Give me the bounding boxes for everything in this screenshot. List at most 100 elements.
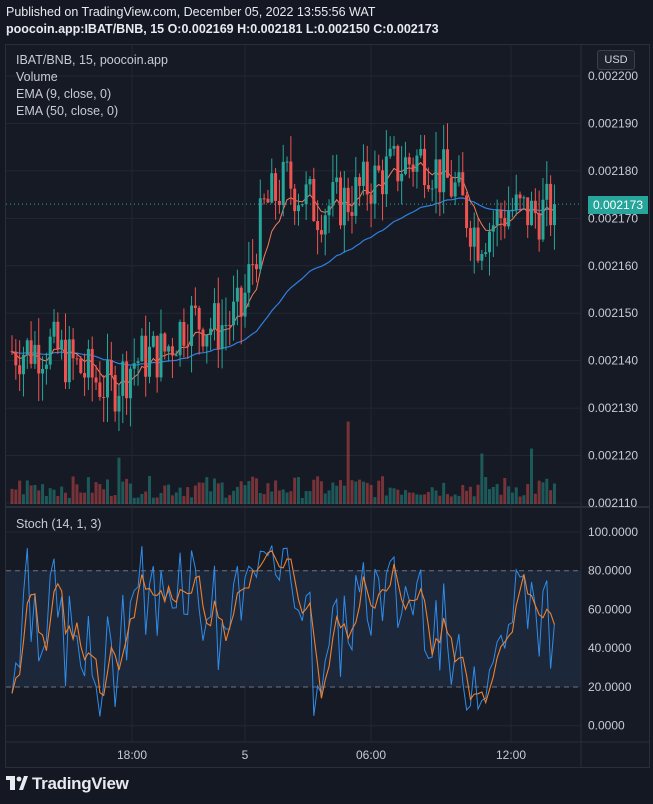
candle-body	[461, 172, 465, 196]
volume-bar	[243, 485, 247, 504]
volume-bar	[228, 495, 232, 504]
legend-ema9[interactable]: EMA (9, close, 0)	[16, 87, 112, 101]
candle-body	[170, 346, 174, 356]
volume-bar	[308, 491, 312, 504]
tradingview-logo[interactable]: TradingView	[6, 774, 129, 798]
candle-body	[102, 397, 106, 399]
candle-body	[67, 339, 71, 383]
candle-body	[86, 348, 90, 378]
candle-body	[319, 230, 323, 235]
volume-bar	[94, 482, 98, 504]
time-tick-label: 18:00	[117, 748, 147, 762]
candle-body	[339, 177, 343, 226]
candle-body	[507, 211, 511, 227]
candle-body	[29, 340, 33, 364]
candle-body	[98, 382, 102, 398]
volume-bar	[247, 481, 251, 504]
candle-body	[499, 209, 503, 218]
volume-bar	[125, 478, 129, 504]
volume-bar	[178, 487, 182, 504]
candle-body	[144, 335, 148, 377]
price-tick-label: 0.002130	[588, 401, 638, 415]
candle-body	[457, 172, 461, 183]
volume-bar	[491, 486, 495, 504]
currency-button[interactable]: USD	[597, 50, 635, 70]
volume-bar	[503, 477, 507, 504]
candle-body	[243, 292, 247, 317]
candle-body	[403, 157, 407, 174]
candle-body	[419, 148, 423, 156]
candle-body	[251, 264, 255, 266]
legend-symbol[interactable]: IBAT/BNB, 15, poocoin.app	[16, 53, 168, 67]
volume-bar	[384, 495, 388, 504]
candle-body	[465, 195, 469, 229]
candle-body	[224, 325, 228, 327]
candle-body	[266, 198, 270, 203]
candle-body	[262, 198, 266, 200]
candle-body	[235, 287, 239, 302]
volume-bar	[174, 492, 178, 504]
volume-bar	[346, 421, 350, 504]
volume-bar	[41, 484, 45, 504]
candle-body	[41, 368, 45, 374]
volume-bar	[358, 479, 362, 504]
price-tick-label: 0.002150	[588, 306, 638, 320]
volume-bar	[98, 484, 102, 504]
volume-bar	[18, 480, 22, 504]
stoch-legend[interactable]: Stoch (14, 1, 3)	[16, 517, 102, 531]
volume-bar	[526, 483, 530, 504]
candle-body	[308, 178, 312, 185]
volume-bar	[530, 448, 534, 504]
candle-body	[503, 217, 507, 227]
volume-bar	[71, 476, 75, 504]
volume-bar	[541, 482, 545, 504]
volume-bar	[365, 482, 369, 504]
legend-volume[interactable]: Volume	[16, 70, 58, 84]
chart-frame[interactable]: 0.002200 0.002190 0.002180 0.002170 0.002160…	[5, 44, 650, 768]
volume-bar	[438, 495, 442, 504]
stoch-d-line	[11, 550, 555, 705]
candle-body	[79, 358, 83, 373]
volume-bar	[274, 480, 278, 504]
volume-bar	[151, 497, 155, 504]
candle-body	[537, 212, 541, 240]
price-tick-label: 0.002110	[588, 496, 637, 510]
chart-canvas[interactable]: 0.002200 0.002190 0.002180 0.002170 0.002160…	[6, 45, 649, 767]
volume-bar	[350, 480, 354, 504]
candle-body	[361, 161, 365, 186]
candle-body	[247, 264, 251, 293]
candle-body	[178, 321, 182, 356]
volume-bar	[423, 494, 427, 504]
volume-bar	[552, 483, 556, 504]
candle-body	[472, 227, 476, 247]
volume-bar	[52, 489, 56, 504]
volume-bar	[209, 491, 213, 504]
candle-body	[281, 161, 285, 206]
volume-bar	[33, 485, 37, 504]
candle-body	[373, 165, 377, 204]
stoch-band-fill	[6, 570, 581, 687]
volume-bar	[254, 478, 258, 504]
volume-bar	[117, 457, 121, 504]
volume-bar	[400, 494, 404, 504]
volume-bar	[407, 492, 411, 504]
volume-bar	[235, 486, 239, 504]
volume-bar	[453, 494, 457, 504]
time-tick-label: 06:00	[356, 748, 386, 762]
candle-body	[423, 148, 427, 186]
volume-bar	[403, 490, 407, 504]
price-tick-label: 0.002200	[588, 69, 638, 83]
volume-bar	[293, 477, 297, 504]
legend-ema50[interactable]: EMA (50, close, 0)	[16, 104, 119, 118]
candle-body	[533, 200, 537, 213]
volume-bar	[549, 490, 553, 504]
candle-body	[232, 301, 236, 326]
candle-body	[270, 173, 274, 203]
volume-bar	[48, 488, 52, 504]
candle-body	[476, 227, 480, 261]
volume-bar	[297, 477, 300, 504]
candle-body	[125, 361, 129, 399]
volume-bar	[163, 485, 167, 504]
tradingview-mark-icon	[6, 776, 28, 790]
volume-bar	[197, 482, 201, 504]
